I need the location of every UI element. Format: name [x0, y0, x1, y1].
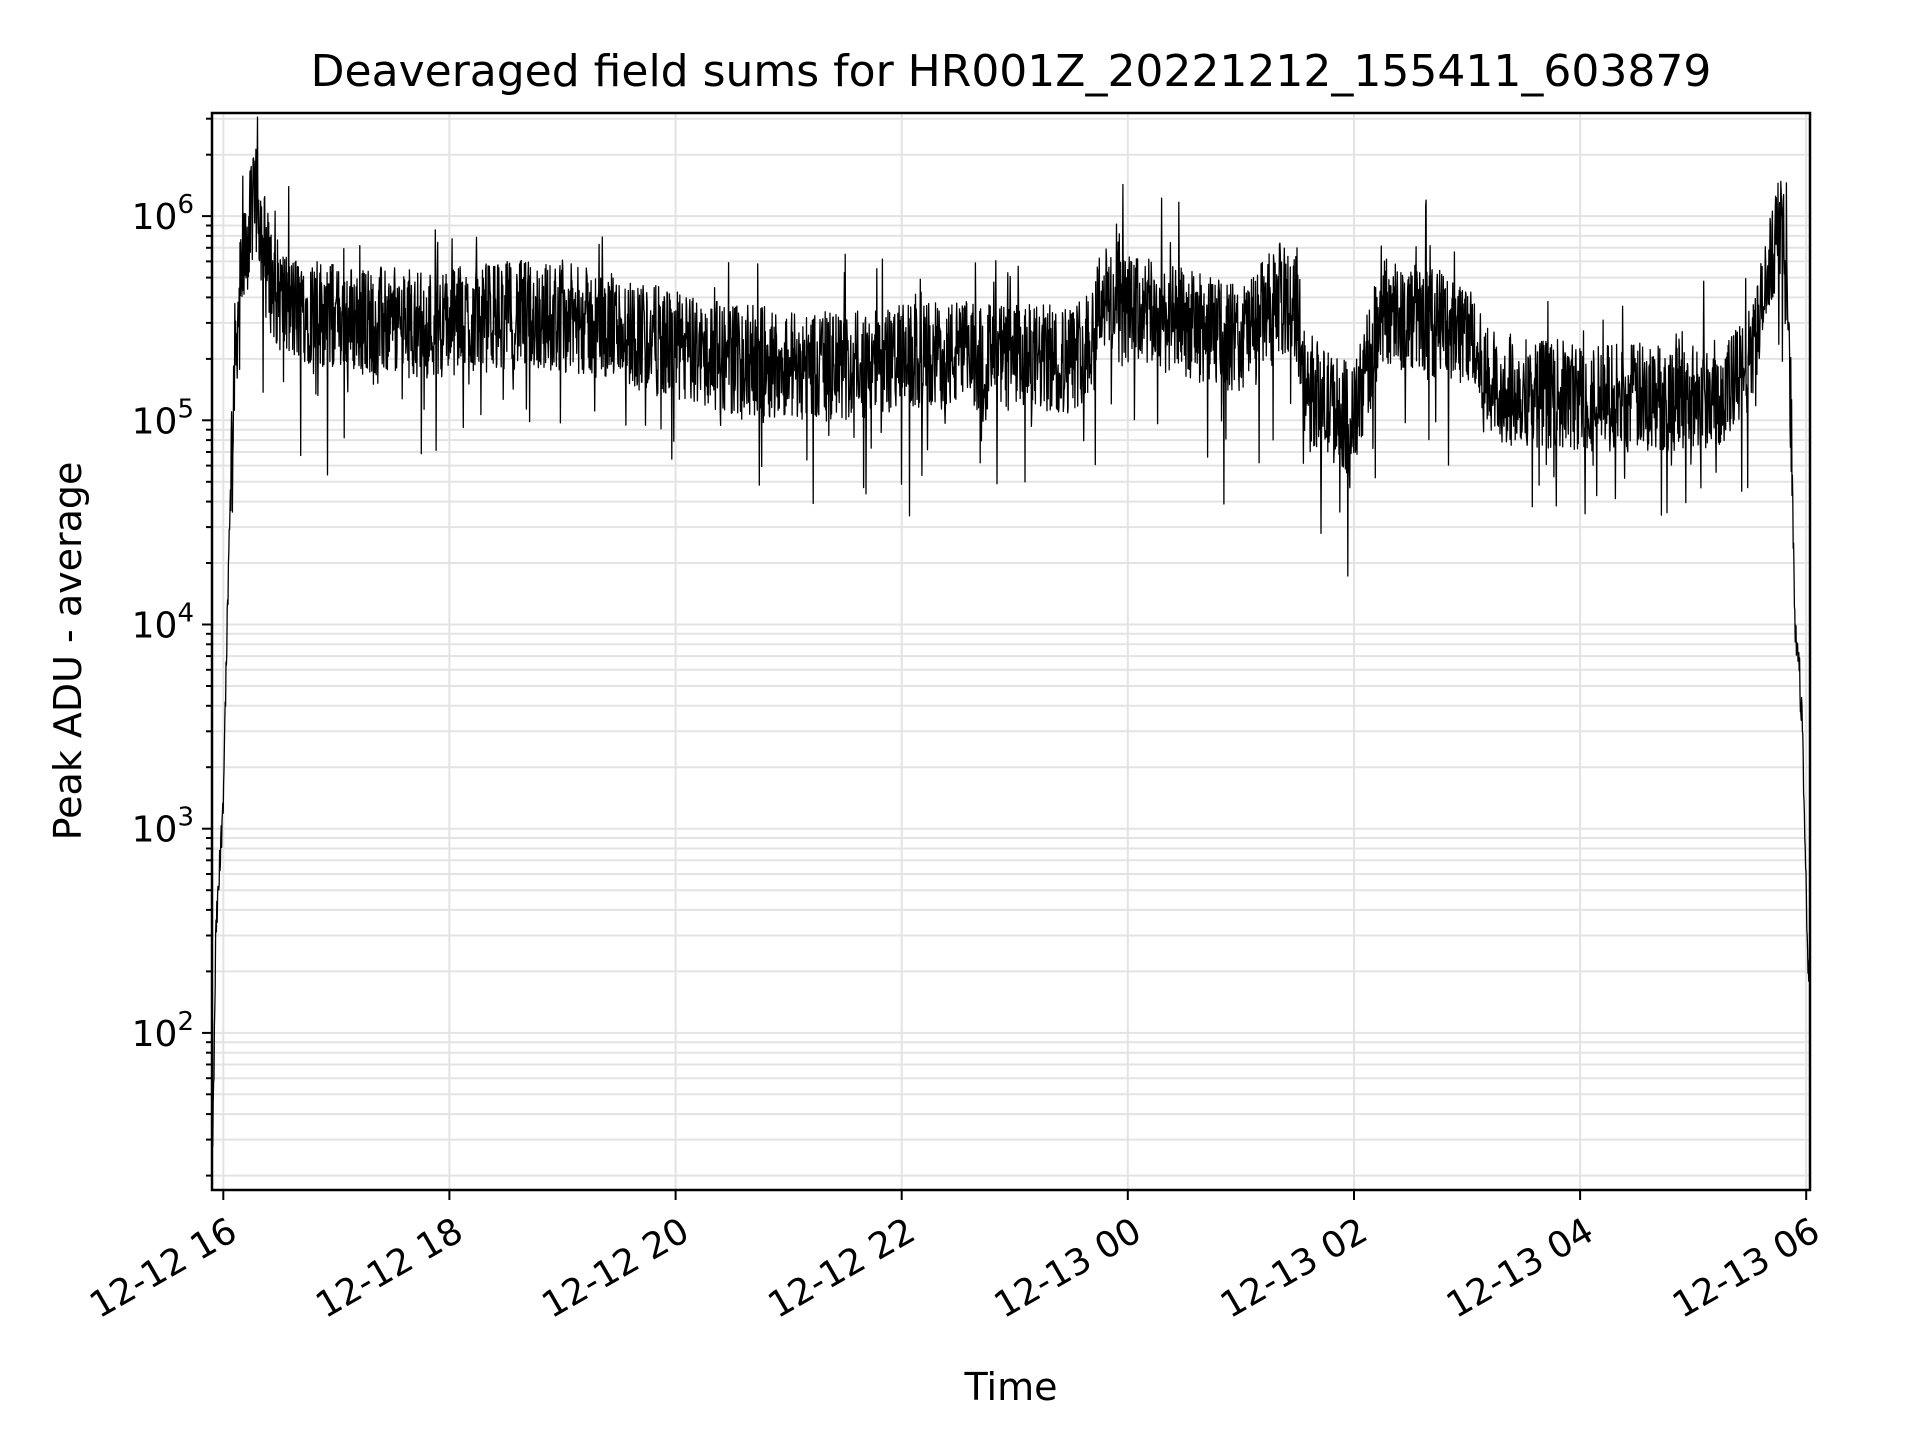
y-tick-label: 105 [132, 394, 194, 442]
y-axis-label: Peak ADU - average [46, 462, 90, 841]
x-axis-label: Time [964, 1365, 1058, 1409]
y-tick-label: 102 [132, 1007, 194, 1055]
y-tick-label: 104 [132, 599, 194, 647]
plot-frame [210, 111, 1812, 1192]
chart-title: Deaveraged field sums for HR001Z_2022121… [311, 46, 1712, 97]
series-group [211, 116, 1811, 1170]
series-line [211, 116, 1811, 1170]
y-tick-label: 106 [132, 190, 194, 238]
y-tick-label: 103 [132, 803, 194, 851]
